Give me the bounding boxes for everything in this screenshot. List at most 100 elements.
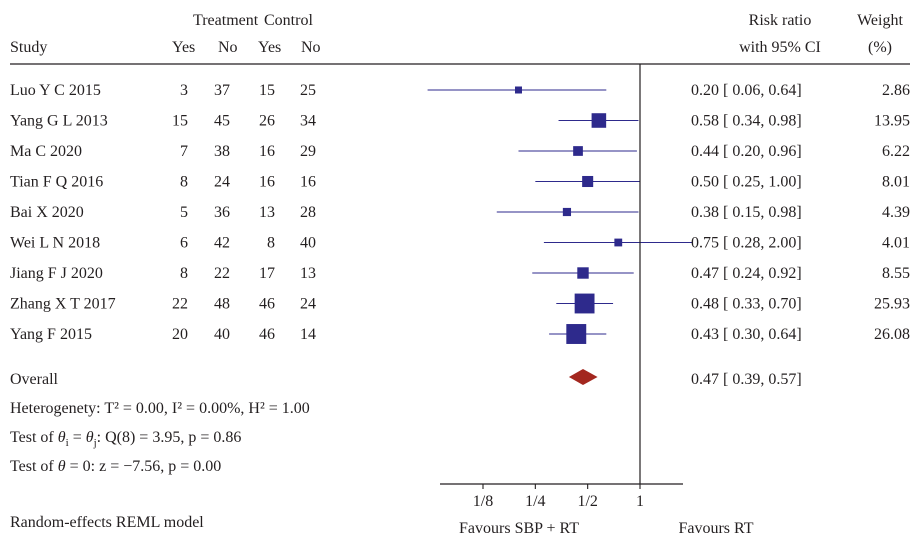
weight-value: 6.22 [882, 143, 910, 160]
treatment-no-count: 38 [214, 143, 230, 160]
point-estimate-square [566, 324, 587, 344]
ci-text: 0.38 [ 0.15, 0.98] [691, 204, 802, 221]
header-weight-unit: (%) [868, 39, 892, 56]
study-name: Bai X 2020 [10, 204, 84, 221]
tick-label: 1/4 [525, 493, 545, 510]
weight-value: 8.01 [882, 174, 910, 191]
control-no-count: 25 [300, 82, 316, 99]
study-row: Yang G L 2013 15 45 26 34 0.58 [ 0.34, 0.98] 1… [10, 113, 910, 130]
control-no-count: 24 [300, 296, 316, 313]
control-yes-count: 8 [267, 235, 275, 252]
study-rows: Luo Y C 2015 3 37 15 25 0.20 [ 0.06, 0.64] 2.8… [10, 82, 910, 344]
control-no-count: 40 [300, 235, 316, 252]
control-yes-count: 46 [259, 296, 275, 313]
treatment-no-count: 40 [214, 326, 230, 343]
control-yes-count: 13 [259, 204, 275, 221]
control-yes-count: 15 [259, 82, 275, 99]
control-yes-count: 26 [259, 113, 275, 130]
test-theta-equal: Test of θi = θj: Q(8) = 3.95, p = 0.86 [10, 429, 241, 449]
study-row: Zhang X T 2017 22 48 46 24 0.48 [ 0.33, 0.70]… [10, 293, 910, 314]
study-row: Bai X 2020 5 36 13 28 0.38 [ 0.15, 0.98] 4.39 [10, 204, 910, 221]
model-label: Random-effects REML model [10, 514, 204, 531]
point-estimate-square [614, 238, 623, 247]
point-estimate-square [514, 86, 522, 94]
study-name: Yang F 2015 [10, 326, 92, 343]
control-no-count: 14 [300, 326, 316, 343]
treatment-no-count: 24 [214, 174, 230, 191]
control-yes-count: 17 [259, 265, 275, 282]
header-study: Study [10, 39, 47, 56]
overall-diamond [568, 369, 598, 385]
favours-left-label: Favours SBP + RT [459, 520, 579, 537]
weight-value: 8.55 [882, 265, 910, 282]
study-name: Tian F Q 2016 [10, 174, 103, 191]
ci-text: 0.44 [ 0.20, 0.96] [691, 143, 802, 160]
test-theta-zero: Test of θ = 0: z = −7.56, p = 0.00 [10, 458, 221, 475]
point-estimate-square [574, 293, 595, 314]
treatment-no-count: 45 [214, 113, 230, 130]
header-treatment-yes: Yes [172, 39, 195, 56]
header-control-no: No [301, 39, 321, 56]
header-with-ci: with 95% CI [739, 39, 821, 56]
study-row: Jiang F J 2020 8 22 17 13 0.47 [ 0.24, 0.92] 8… [10, 265, 910, 282]
x-axis-ticks: 1/8 1/4 1/2 1 [473, 484, 644, 510]
study-name: Ma C 2020 [10, 143, 82, 160]
ci-text: 0.58 [ 0.34, 0.98] [691, 113, 802, 130]
point-estimate-square [582, 175, 594, 188]
weight-value: 26.08 [874, 326, 910, 343]
tick-label: 1/8 [473, 493, 493, 510]
ci-text: 0.43 [ 0.30, 0.64] [691, 326, 802, 343]
study-row: Ma C 2020 7 38 16 29 0.44 [ 0.20, 0.96] 6.22 [10, 143, 910, 160]
weight-value: 4.39 [882, 204, 910, 221]
treatment-no-count: 22 [214, 265, 230, 282]
favours-right-label: Favours RT [678, 520, 753, 537]
point-estimate-square [573, 146, 583, 156]
control-no-count: 29 [300, 143, 316, 160]
weight-value: 2.86 [882, 82, 910, 99]
header-weight: Weight [857, 12, 903, 29]
control-no-count: 16 [300, 174, 316, 191]
ci-text: 0.47 [ 0.24, 0.92] [691, 265, 802, 282]
point-estimate-square [591, 113, 607, 128]
header-control: Control [264, 12, 313, 29]
study-name: Wei L N 2018 [10, 235, 100, 252]
control-no-count: 28 [300, 204, 316, 221]
study-row: Wei L N 2018 6 42 8 40 0.75 [ 0.28, 2.00] 4.01 [10, 235, 910, 252]
overall-label: Overall [10, 371, 59, 388]
study-name: Yang G L 2013 [10, 113, 108, 130]
study-name: Zhang X T 2017 [10, 296, 116, 313]
weight-value: 4.01 [882, 235, 910, 252]
point-estimate-square [577, 267, 589, 279]
ci-text: 0.50 [ 0.25, 1.00] [691, 174, 802, 191]
overall-ci-text: 0.47 [ 0.39, 0.57] [691, 371, 802, 388]
study-row: Luo Y C 2015 3 37 15 25 0.20 [ 0.06, 0.64] 2.8… [10, 82, 910, 99]
treatment-no-count: 48 [214, 296, 230, 313]
treatment-yes-count: 22 [172, 296, 188, 313]
control-yes-count: 16 [259, 174, 275, 191]
treatment-yes-count: 20 [172, 326, 188, 343]
ci-text: 0.48 [ 0.33, 0.70] [691, 296, 802, 313]
header-control-yes: Yes [258, 39, 281, 56]
control-no-count: 34 [300, 113, 316, 130]
treatment-yes-count: 7 [180, 143, 188, 160]
study-row: Yang F 2015 20 40 46 14 0.43 [ 0.30, 0.64] 26.… [10, 324, 910, 344]
header-risk-ratio: Risk ratio [749, 12, 812, 29]
treatment-yes-count: 8 [180, 265, 188, 282]
study-name: Luo Y C 2015 [10, 82, 101, 99]
weight-value: 13.95 [874, 113, 910, 130]
treatment-yes-count: 6 [180, 235, 188, 252]
treatment-yes-count: 15 [172, 113, 188, 130]
control-yes-count: 46 [259, 326, 275, 343]
treatment-no-count: 42 [214, 235, 230, 252]
study-row: Tian F Q 2016 8 24 16 16 0.50 [ 0.25, 1.00] 8.… [10, 174, 910, 191]
treatment-no-count: 37 [214, 82, 230, 99]
treatment-yes-count: 3 [180, 82, 188, 99]
tick-label: 1/2 [577, 493, 597, 510]
ci-text: 0.20 [ 0.06, 0.64] [691, 82, 802, 99]
treatment-yes-count: 5 [180, 204, 188, 221]
header-treatment: Treatment [193, 12, 259, 29]
heterogeneity-text: Heterogenety: T² = 0.00, I² = 0.00%, H² … [10, 400, 310, 417]
tick-label: 1 [636, 493, 644, 510]
control-yes-count: 16 [259, 143, 275, 160]
